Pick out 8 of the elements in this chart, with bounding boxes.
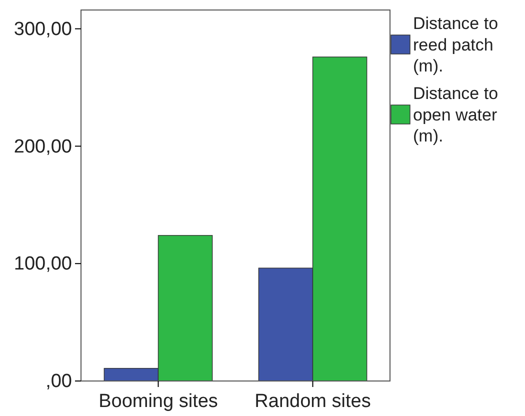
y-tick-label: 200,00 xyxy=(14,136,72,158)
y-tick-label: 300,00 xyxy=(14,18,72,40)
y-tick-label: 100,00 xyxy=(14,254,72,275)
x-tick-label: Booming sites xyxy=(98,391,218,412)
legend-label: Distance to open water (m). xyxy=(413,84,498,146)
y-tick-label: ,00 xyxy=(46,371,72,392)
legend-label: Distance to reed patch (m). xyxy=(413,14,498,76)
x-tick-label: Random sites xyxy=(254,391,371,412)
